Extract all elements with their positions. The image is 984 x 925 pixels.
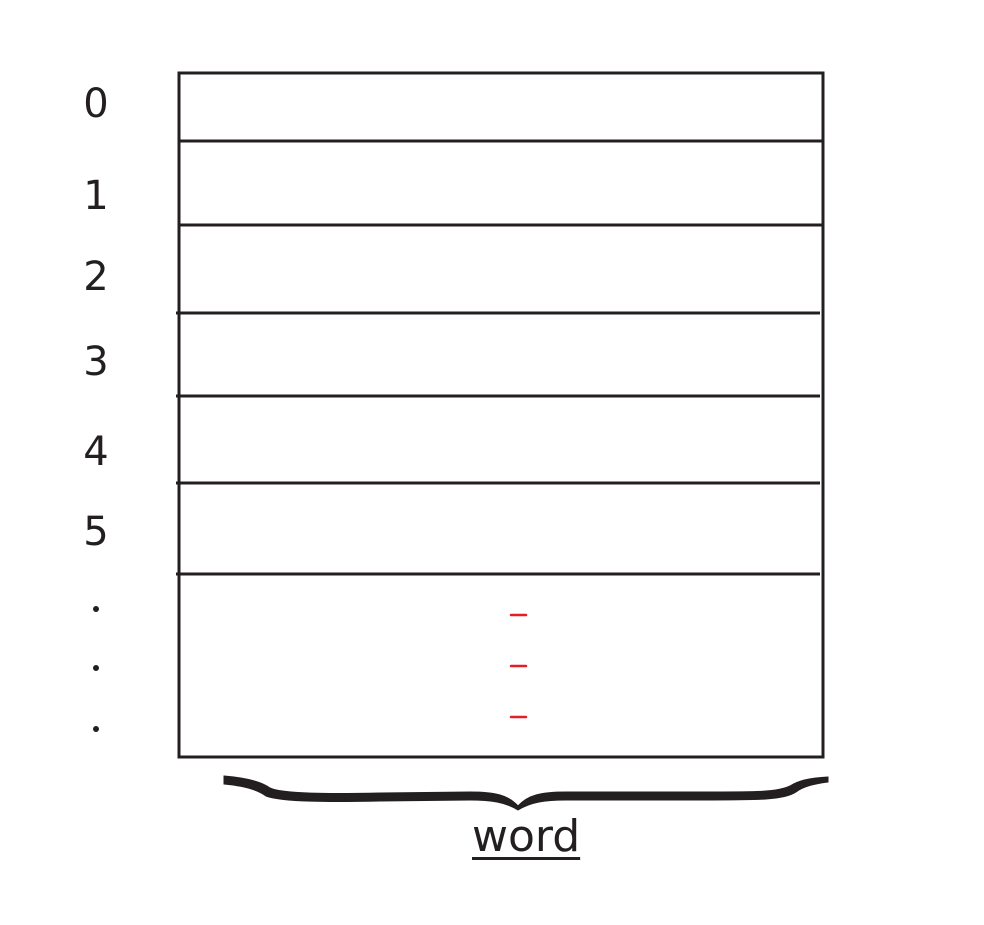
ellipsis-dot (93, 665, 99, 671)
row-index-label: 0 (83, 81, 109, 127)
word-label: word (472, 811, 581, 862)
row-index-label: 4 (83, 429, 109, 475)
row-index-label: 2 (83, 254, 109, 300)
row-index-label: 1 (83, 173, 109, 219)
word-brace (223, 775, 829, 811)
ellipsis-dot (93, 726, 99, 732)
ellipsis-dot (93, 606, 99, 612)
row-index-label: 5 (83, 509, 109, 555)
memory-block-outline (177, 71, 825, 759)
row-index-label: 3 (83, 339, 109, 385)
